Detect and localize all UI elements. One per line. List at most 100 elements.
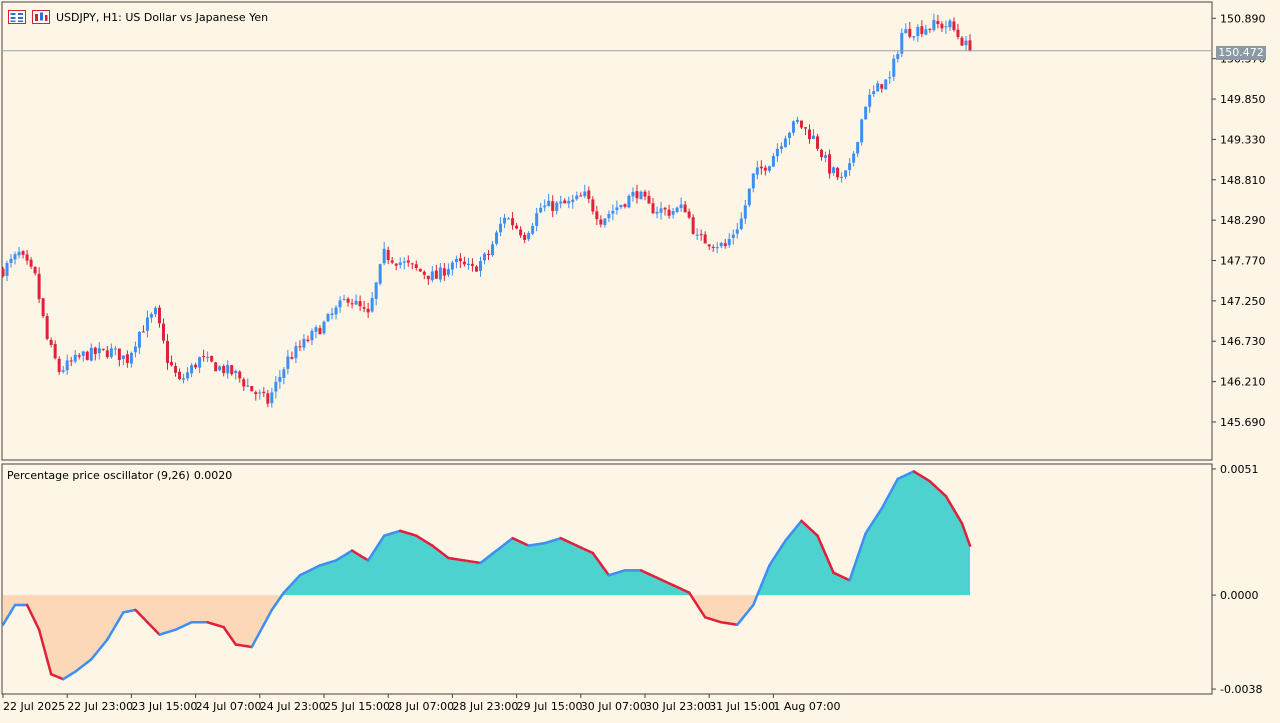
candle-body — [1, 268, 5, 277]
symbol-title: USDJPY, H1: US Dollar vs Japanese Yen — [56, 10, 269, 24]
candle-body — [507, 218, 511, 220]
ppo-negative-fill — [3, 595, 970, 680]
candle-body — [105, 350, 109, 358]
candle-body — [262, 391, 266, 394]
data-window-icon[interactable] — [8, 10, 26, 24]
candle-body — [503, 217, 507, 224]
candle-body — [109, 348, 113, 358]
candle-body — [270, 392, 274, 404]
candle-body — [81, 351, 85, 356]
ppo-line-segment — [764, 564, 771, 577]
candle-body — [458, 258, 462, 262]
candles — [1, 13, 1212, 408]
candle-body — [73, 354, 77, 362]
candle-body — [157, 307, 161, 324]
candle-body — [587, 190, 591, 199]
candle-body — [65, 360, 69, 371]
price-tick-label: 147.770 — [1220, 254, 1266, 267]
oscillator-axis: 0.0051 0.0000 -0.0038 — [1212, 463, 1262, 696]
ppo-line-segment — [5, 610, 13, 620]
candle-body — [254, 392, 258, 395]
candle-body — [218, 366, 222, 371]
candle-body — [370, 298, 374, 312]
time-tick-label: 22 Jul 23:00 — [67, 700, 133, 713]
candle-body — [53, 343, 57, 359]
candle-body — [687, 211, 691, 218]
candle-body — [527, 233, 531, 240]
candle-body — [93, 347, 97, 355]
candle-body — [671, 211, 675, 215]
ppo-line-segment — [29, 611, 37, 623]
candle-body — [511, 218, 515, 226]
candle-body — [434, 270, 438, 279]
candle-body — [531, 225, 535, 234]
candle-body — [767, 166, 771, 171]
candle-body — [113, 348, 117, 350]
candle-body — [141, 331, 145, 333]
candle-body — [908, 28, 912, 37]
indicator-name: Percentage price oscillator (9,26) — [7, 469, 190, 482]
candle-body — [186, 372, 190, 379]
candle-body — [936, 21, 940, 25]
candle-body — [97, 348, 101, 354]
price-tick-label: 147.250 — [1220, 295, 1266, 308]
ppo-line-segment — [880, 499, 887, 510]
ppo-line-segment — [45, 658, 53, 676]
time-tick-label: 28 Jul 07:00 — [388, 700, 454, 713]
time-tick-label: 25 Jul 15:00 — [324, 700, 390, 713]
candle-body — [129, 352, 133, 364]
candle-body — [924, 29, 928, 35]
price-tick-label: 149.850 — [1220, 93, 1266, 106]
candle-body — [246, 385, 250, 387]
time-tick-label: 29 Jul 15:00 — [517, 700, 583, 713]
oscillator-area — [1, 470, 972, 681]
candle-body — [547, 200, 551, 207]
candle-body — [944, 26, 948, 28]
candle-body — [719, 242, 723, 247]
candle-body — [250, 385, 254, 392]
candle-body — [85, 351, 89, 360]
candle-body — [149, 314, 153, 318]
candle-body — [711, 247, 715, 249]
candle-body — [635, 191, 639, 199]
price-tick-label: 146.730 — [1220, 335, 1266, 348]
candle-body — [595, 211, 599, 220]
candle-body — [133, 346, 137, 353]
candle-body — [591, 199, 595, 212]
chart-bars-icon[interactable] — [32, 10, 50, 24]
candle-body — [322, 321, 326, 334]
candle-body — [791, 121, 795, 133]
ppo-line-segment — [118, 611, 125, 621]
candle-body — [446, 269, 450, 275]
candle-body — [194, 364, 198, 368]
price-tick-label: 148.810 — [1220, 174, 1266, 187]
candle-body — [278, 376, 282, 382]
candle-body — [583, 191, 587, 197]
candle-body — [45, 316, 49, 339]
candle-body — [234, 370, 238, 374]
candle-body — [699, 234, 703, 236]
candle-body — [69, 360, 73, 362]
candle-body — [816, 136, 820, 149]
candle-body — [912, 36, 916, 38]
candle-body — [515, 225, 519, 229]
oscillator-tick-label: 0.0000 — [1220, 589, 1259, 602]
ppo-line-segment — [964, 533, 972, 547]
candle-body — [474, 266, 478, 272]
candle-body — [266, 393, 270, 404]
candle-body — [174, 366, 178, 373]
candle-body — [535, 213, 539, 226]
candle-body — [647, 196, 651, 204]
candle-body — [727, 239, 731, 246]
candle-body — [607, 213, 611, 219]
candle-body — [334, 307, 338, 315]
candle-body — [840, 176, 844, 178]
chart-header: USDJPY, H1: US Dollar vs Japanese Yen — [8, 9, 268, 25]
candle-body — [960, 37, 964, 46]
time-tick-label: 24 Jul 07:00 — [196, 700, 262, 713]
candle-body — [17, 251, 21, 256]
candle-body — [803, 127, 807, 129]
